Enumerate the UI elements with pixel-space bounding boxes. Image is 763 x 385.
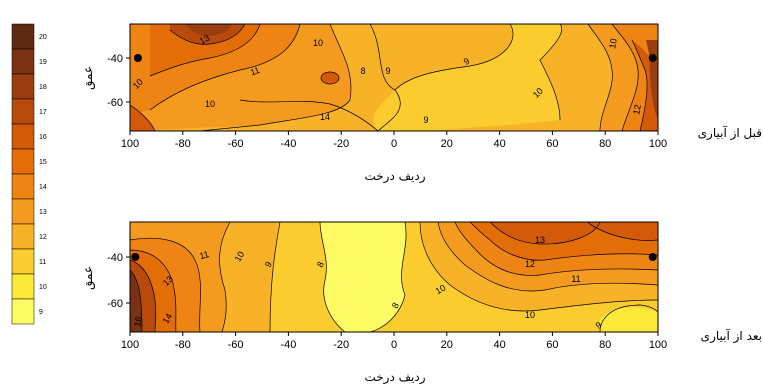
colorbar-swatch [11,148,35,175]
y-tick-label: -60 [107,97,123,109]
colorbar-swatch [11,248,35,275]
contour-label: 9 [462,56,471,67]
contour-label: 9 [594,320,603,331]
colorbar-swatch [11,73,35,100]
xlabel-before: ردیف درخت [364,169,425,184]
sample-point-marker [131,253,140,261]
colorbar-swatch [11,173,35,200]
colorbar-label: 15 [39,159,47,166]
contour-label: 16 [132,316,144,328]
y-tick-label: -40 [107,53,123,65]
x-tick-label: 40 [493,138,505,150]
title-after: بعد از آبیاری [701,328,762,344]
x-tick-label: 20 [441,138,453,150]
x-tick-label: 20 [441,339,453,351]
x-tick-label: 80 [599,339,611,351]
colorbar-swatch [11,223,35,250]
colorbar-label: 19 [39,59,47,66]
contour-label: 11 [249,65,261,78]
x-tick-label: 40 [493,339,505,351]
x-tick-label: 80 [599,138,611,150]
colorbar-label: 9 [39,309,43,316]
ylabel-before: عمق [81,66,96,90]
colorbar-swatch [11,298,35,325]
x-tick-label: -40 [280,339,296,351]
contour-label: 13 [535,235,545,245]
contour-label: 14 [161,312,175,326]
contour-label: 12 [631,104,643,116]
xlabel-after: ردیف درخت [364,370,425,385]
x-tick-label: -80 [175,138,191,150]
contour-label: 8 [360,66,365,76]
sample-point-marker [133,54,142,62]
title-before: قبل از آبیاری [698,125,762,141]
contour-label: 12 [525,259,535,269]
colorbar-label: 12 [39,234,47,241]
contour-label: 13 [198,33,212,47]
x-tick-label: 0 [391,138,397,150]
sample-point-marker [648,54,657,62]
contour-fill-after [130,222,658,332]
colorbar-label: 17 [39,109,47,116]
contour-label: 9 [423,115,428,125]
y-tick-label: -60 [107,298,123,310]
contour-label: 8 [390,301,401,310]
contour-label: 9 [263,260,274,269]
x-tick-label: -60 [228,138,244,150]
contour-label: 10 [233,250,247,264]
x-tick-label: 60 [546,339,558,351]
contour-label: 11 [198,249,210,261]
contour-label: 10 [205,99,215,109]
colorbar-swatch [11,48,35,75]
x-tick-label: -20 [333,138,349,150]
sample-point-marker [648,253,657,261]
contour-label: 10 [313,38,323,48]
contour-label: 11 [571,274,580,284]
contour-label: 8 [315,260,326,269]
contour-label: 10 [434,283,448,297]
colorbar-label: 13 [39,209,47,216]
colorbar-swatch [11,123,35,150]
colorbar-swatch [11,198,35,225]
colorbar: 20 19 18 17 16 15 14 13 12 11 10 9 [11,23,47,325]
x-tick-label: 60 [546,138,558,150]
x-tick-label: 100 [121,339,139,351]
colorbar-swatch [11,23,35,50]
x-tick-label: -40 [280,138,296,150]
contour-lines-before [129,23,648,132]
contour-lines-after [129,221,659,333]
contour-fill-before [130,24,658,131]
colorbar-swatch [11,98,35,125]
x-tick-label: -80 [175,339,191,351]
colorbar-label: 11 [39,259,46,266]
x-tick-label: 100 [649,138,667,150]
colorbar-label: 20 [39,34,47,41]
ylabel-after: عمق [81,266,96,290]
colorbar-label: 18 [39,84,47,91]
x-tick-label: 100 [649,339,667,351]
x-tick-label: 100 [121,138,139,150]
x-tick-label: -60 [228,339,244,351]
contour-label: 9 [385,66,390,76]
x-tick-label: 0 [391,339,397,351]
colorbar-label: 14 [39,184,47,191]
colorbar-swatch [11,273,35,300]
colorbar-label: 10 [39,284,47,291]
contour-label: 10 [525,310,535,320]
contour-label: 14 [320,112,330,122]
y-tick-label: -40 [107,252,123,264]
colorbar-label: 16 [39,134,47,141]
contour-label: 10 [607,38,619,50]
x-tick-label: -20 [333,339,349,351]
